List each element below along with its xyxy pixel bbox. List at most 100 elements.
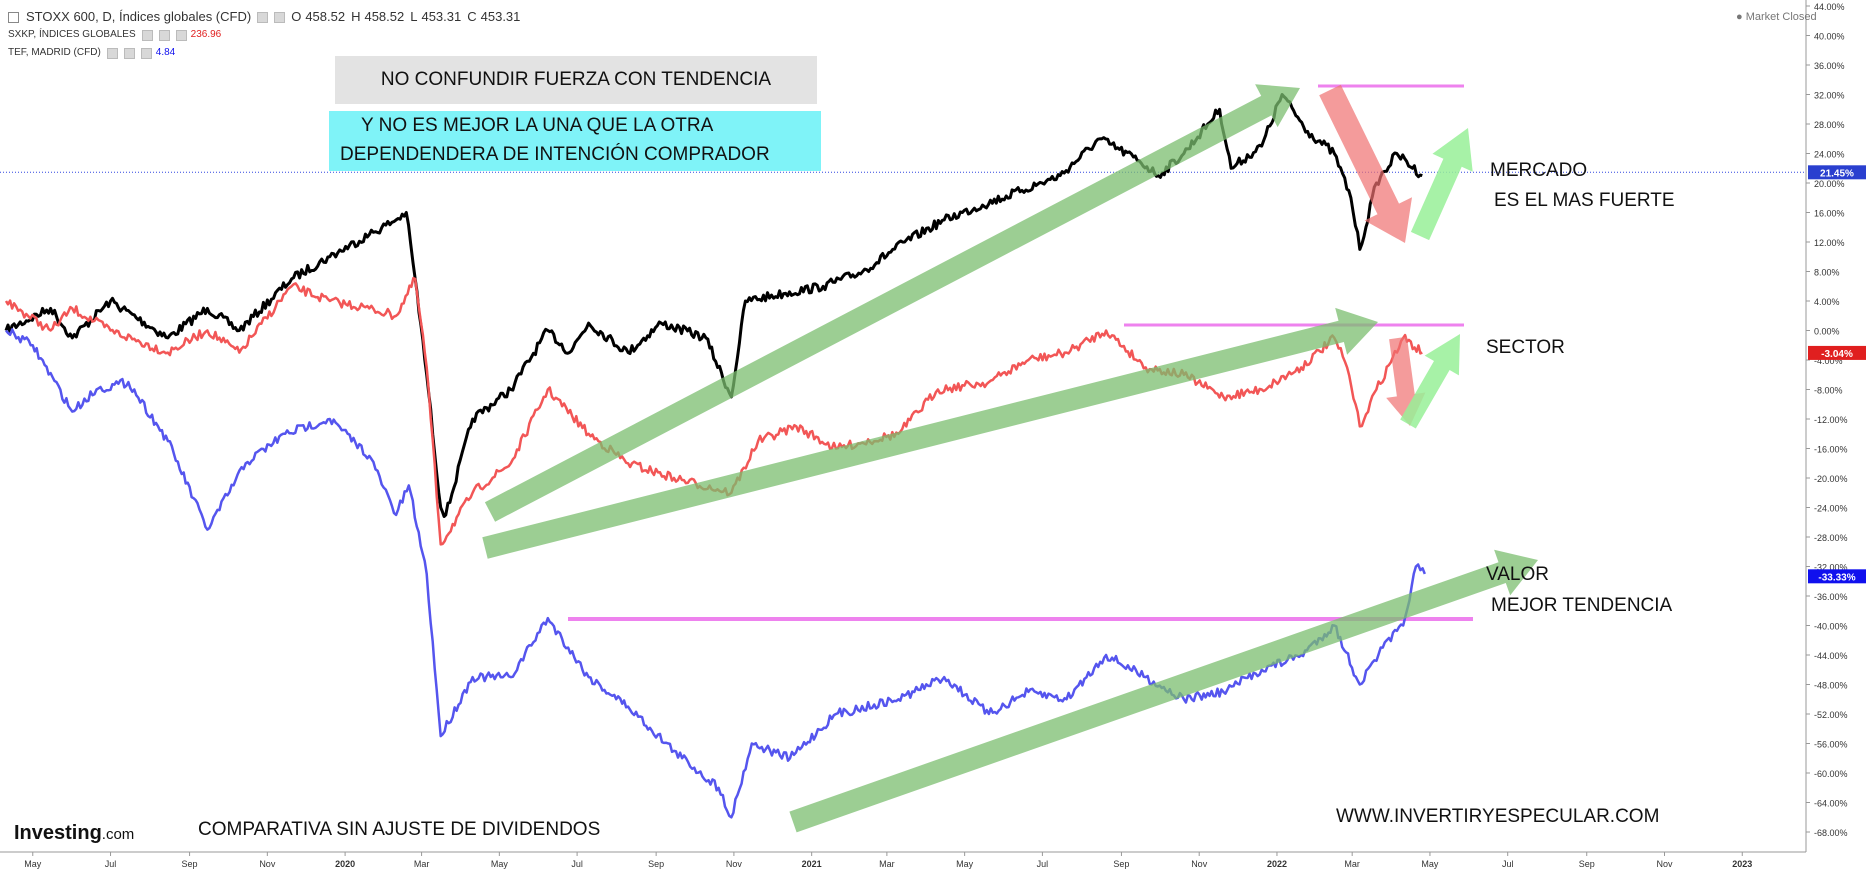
x-tick-label: 2021	[802, 859, 822, 869]
x-tick-label: Mar	[414, 859, 430, 869]
y-tick-label: 32.00%	[1814, 91, 1845, 101]
legend-sector: SXKP, ÍNDICES GLOBALES 236.96	[8, 26, 520, 44]
legend-stock-value: 4.84	[155, 47, 176, 58]
collapse-icon[interactable]	[8, 11, 19, 23]
legend-sector-value: 236.96	[190, 29, 222, 40]
x-tick-label: Nov	[1191, 859, 1208, 869]
eye-icon[interactable]	[106, 47, 118, 59]
eye-icon[interactable]	[141, 29, 153, 41]
trend-arrow-stock	[789, 549, 1538, 833]
y-tick-label: -12.00%	[1814, 415, 1848, 425]
high-label: H	[351, 9, 361, 24]
y-tick-label: -68.00%	[1814, 828, 1848, 838]
y-tick-label: -20.00%	[1814, 474, 1848, 484]
legend-sector-name: SXKP, ÍNDICES GLOBALES	[8, 29, 136, 40]
close-label: C	[467, 9, 477, 24]
y-tick-label: -64.00%	[1814, 799, 1848, 809]
x-tick-label: Nov	[726, 859, 743, 869]
drop-arrow-market	[1319, 84, 1412, 243]
x-tick-label: May	[24, 859, 42, 869]
y-tick-label: -16.00%	[1814, 445, 1848, 455]
label-valor-sub: MEJOR TENDENCIA	[1491, 595, 1673, 616]
x-tick-label: Jul	[105, 859, 117, 869]
y-tick-label: -8.00%	[1814, 386, 1843, 396]
x-tick-label: May	[956, 859, 974, 869]
logo-main: Investing	[14, 822, 102, 844]
y-tick-label: 8.00%	[1814, 268, 1840, 278]
x-tick-label: Jul	[571, 859, 583, 869]
y-tick-label: -36.00%	[1814, 592, 1848, 602]
y-tick-label: 12.00%	[1814, 238, 1845, 248]
y-tick-label: 4.00%	[1814, 297, 1840, 307]
x-tick-label: Sep	[182, 859, 198, 869]
y-tick-label: -4.00%	[1814, 356, 1843, 366]
trend-arrow-market	[484, 84, 1300, 522]
open-value: 458.52	[305, 9, 346, 24]
market-status-text: Market Closed	[1745, 11, 1817, 23]
y-tick-label: -28.00%	[1814, 533, 1848, 543]
low-label: L	[410, 9, 418, 24]
last-value-tag	[1808, 569, 1866, 584]
legend-stock-name: TEF, MADRID (CFD)	[8, 47, 101, 58]
label-mercado-sub: ES EL MAS FUERTE	[1494, 190, 1675, 211]
x-tick-label: Jul	[1502, 859, 1514, 869]
settings-icon[interactable]	[123, 47, 135, 59]
rebound-arrow-sector	[1400, 334, 1460, 429]
note-intent-line1: Y NO ES MEJOR LA UNA QUE LA OTRA	[361, 115, 714, 136]
y-tick-label: 16.00%	[1814, 209, 1845, 219]
low-value: 453.31	[421, 9, 462, 24]
x-tick-label: Sep	[1113, 859, 1129, 869]
y-tick-label: 24.00%	[1814, 150, 1845, 160]
y-tick-label: -52.00%	[1814, 710, 1848, 720]
legend: STOXX 600, D, Índices globales (CFD) O 45…	[8, 8, 520, 62]
y-tick-label: -60.00%	[1814, 769, 1848, 779]
settings-icon[interactable]	[274, 11, 286, 23]
logo-suffix: .com	[101, 826, 135, 843]
label-mercado: MERCADO	[1490, 160, 1588, 181]
x-tick-label: Jul	[1037, 859, 1049, 869]
x-tick-label: Mar	[879, 859, 895, 869]
label-sector: SECTOR	[1486, 337, 1565, 358]
investing-logo: Investing.com	[14, 822, 134, 845]
legend-stock: TEF, MADRID (CFD) 4.84	[8, 44, 520, 62]
market-status: ● Market Closed	[1736, 11, 1817, 23]
y-tick-label: -40.00%	[1814, 622, 1848, 632]
note-intent-line2: DEPENDENDERA DE INTENCIÓN COMPRADOR	[340, 144, 770, 165]
y-tick-label: -24.00%	[1814, 504, 1848, 514]
y-tick-label: 40.00%	[1814, 32, 1845, 42]
settings-icon[interactable]	[158, 29, 170, 41]
eye-icon[interactable]	[257, 11, 269, 23]
legend-main: STOXX 600, D, Índices globales (CFD) O 45…	[8, 8, 520, 26]
last-value-tag	[1808, 165, 1866, 180]
x-tick-label: Sep	[648, 859, 664, 869]
y-tick-label: -56.00%	[1814, 740, 1848, 750]
close-icon[interactable]	[175, 29, 187, 41]
y-tick-label: -32.00%	[1814, 563, 1848, 573]
close-value: 453.31	[480, 9, 521, 24]
x-tick-label: Mar	[1344, 859, 1360, 869]
legend-main-name: STOXX 600, D, Índices globales (CFD)	[26, 9, 252, 24]
note-strength-text: NO CONFUNDIR FUERZA CON TENDENCIA	[380, 69, 772, 90]
close-icon[interactable]	[140, 47, 152, 59]
open-label: O	[291, 9, 302, 24]
last-value-label: -3.04%	[1821, 349, 1853, 360]
y-tick-label: -48.00%	[1814, 681, 1848, 691]
rebound-arrow-market	[1410, 128, 1473, 241]
y-tick-label: 36.00%	[1814, 61, 1845, 71]
note-box-strength: NO CONFUNDIR FUERZA CON TENDENCIA	[335, 56, 817, 104]
x-tick-label: Nov	[259, 859, 276, 869]
x-tick-label: 2022	[1267, 859, 1287, 869]
website-text: WWW.INVERTIRYESPECULAR.COM	[1336, 806, 1660, 827]
y-tick-label: 20.00%	[1814, 179, 1845, 189]
x-tick-label: May	[491, 859, 509, 869]
x-tick-label: 2023	[1732, 859, 1752, 869]
last-value-label: -33.33%	[1818, 572, 1855, 583]
x-tick-label: Sep	[1579, 859, 1595, 869]
trend-arrow-sector	[482, 307, 1378, 559]
y-tick-label: 28.00%	[1814, 120, 1845, 130]
label-valor: VALOR	[1486, 564, 1550, 585]
x-tick-label: 2020	[335, 859, 355, 869]
note-box-intent: Y NO ES MEJOR LA UNA QUE LA OTRA DEPENDE…	[329, 111, 821, 171]
x-tick-label: May	[1421, 859, 1439, 869]
